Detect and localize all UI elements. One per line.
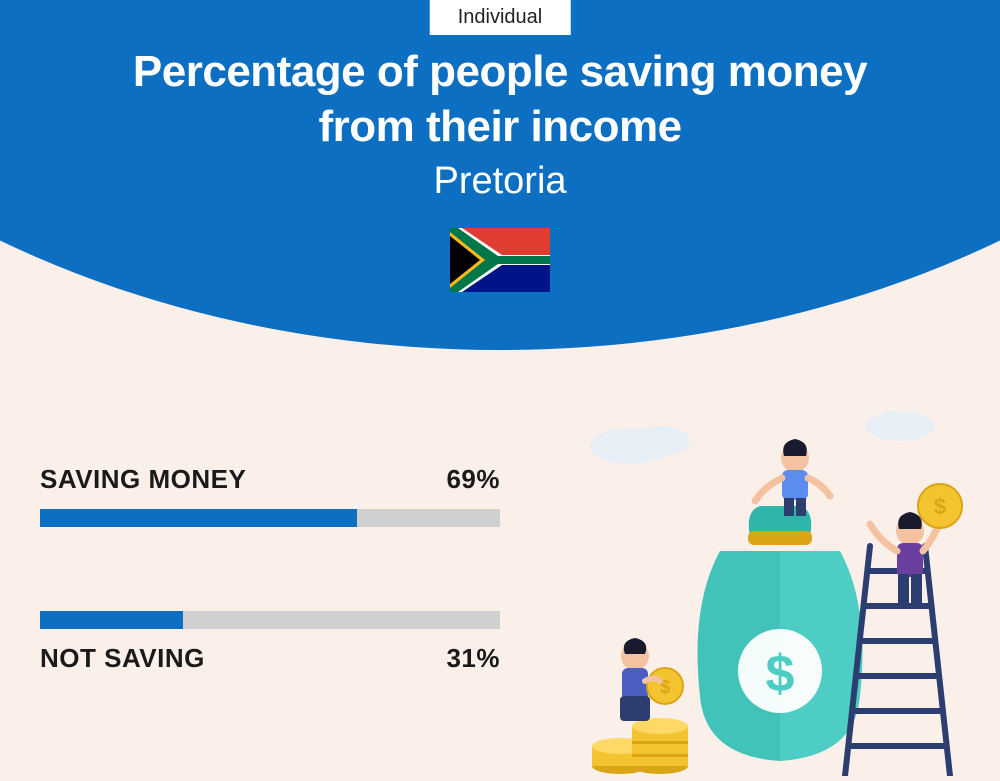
- bar-value: 69%: [446, 464, 500, 495]
- person-ladder-icon: $: [870, 484, 962, 609]
- svg-text:$: $: [766, 645, 795, 703]
- location-subtitle: Pretoria: [0, 160, 1000, 203]
- bar-chart: SAVING MONEY 69% NOT SAVING 31%: [40, 464, 500, 758]
- badge-text: Individual: [458, 6, 543, 28]
- title-line-1: Percentage of people saving money: [133, 47, 867, 96]
- coin-stack-icon: [592, 718, 688, 774]
- bar-saving: SAVING MONEY 69%: [40, 464, 500, 527]
- bar-fill: [40, 611, 183, 629]
- title-line-2: from their income: [318, 102, 681, 151]
- savings-illustration: $ $: [570, 406, 980, 776]
- person-sitting-icon: $: [620, 638, 683, 721]
- page-title: Percentage of people saving money from t…: [0, 44, 1000, 154]
- money-bag-icon: $: [698, 506, 863, 761]
- bar-track: [40, 509, 500, 527]
- svg-text:$: $: [934, 494, 946, 519]
- bar-fill: [40, 509, 357, 527]
- person-top-icon: [755, 439, 830, 516]
- flag-south-africa: [450, 228, 550, 292]
- category-badge: Individual: [430, 0, 571, 35]
- bar-label: NOT SAVING: [40, 643, 205, 674]
- bar-track: [40, 611, 500, 629]
- bar-label: SAVING MONEY: [40, 464, 246, 495]
- bar-not-saving: NOT SAVING 31%: [40, 611, 500, 674]
- bar-value: 31%: [446, 643, 500, 674]
